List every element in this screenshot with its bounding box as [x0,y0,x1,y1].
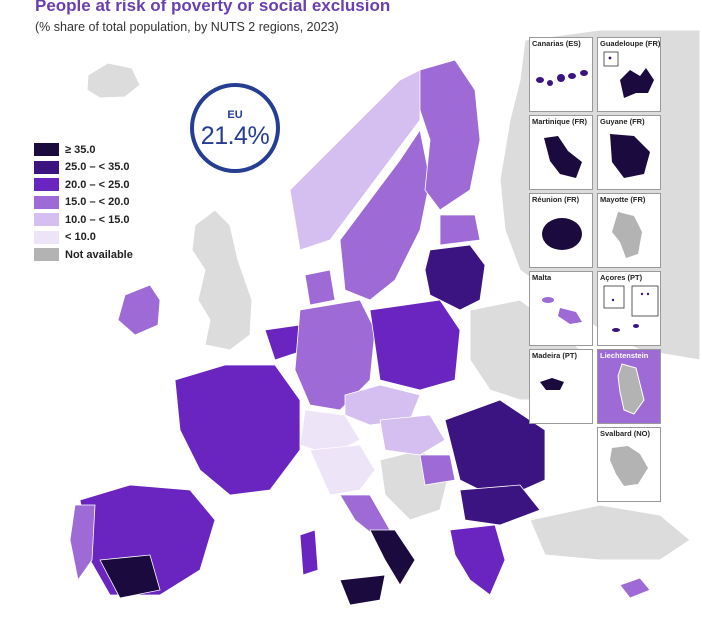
turkey-region [529,504,691,561]
inset-madeira: Madeira (PT) [529,349,593,424]
inset-label: Canarias (ES) [532,39,581,48]
inset-liechtenstein: Liechtenstein [597,349,661,424]
inset-label: Malta [532,273,552,282]
inset-label: Açores (PT) [600,273,643,282]
liechtenstein-map-icon [617,363,645,415]
svalbard-map-icon [610,446,648,486]
legend-swatch [34,213,59,227]
inset-label: Madeira (PT) [532,351,578,360]
legend-label: ≥ 35.0 [65,143,96,156]
inset-canarias: Canarias (ES) [529,37,593,112]
inset-label: Svalbard (NO) [600,429,651,438]
denmark-region [304,269,336,306]
legend-item: 10.0 – < 15.0 [34,211,133,229]
legend-swatch [34,230,59,244]
inset-label: Mayotte (FR) [600,195,646,204]
sweden-region [339,128,431,301]
legend-label: 10.0 – < 15.0 [65,213,130,226]
acores-map-icon [603,285,659,332]
portugal-region [69,504,96,581]
ireland-region [117,284,161,336]
legend-label: < 10.0 [65,231,96,244]
baltics-region [424,244,486,311]
inset-label: Guyane (FR) [600,117,645,126]
legend-label: 25.0 – < 35.0 [65,161,130,174]
eu-value: 21.4% [200,122,270,150]
legend-swatch [34,178,59,192]
inset-label: Réunion (FR) [532,195,580,204]
greece-region [449,524,506,596]
cyprus-region [619,577,651,599]
sicily-region [339,574,386,606]
poland-region [369,299,461,391]
andalucia-region [99,554,161,599]
estonia-region [439,214,481,246]
norway-region [289,69,421,251]
inset-svalbard: Svalbard (NO) [597,427,661,502]
eu-average-badge: EU 21.4% [190,83,280,173]
legend-item: 20.0 – < 25.0 [34,176,133,194]
inset-label: Liechtenstein [600,351,649,360]
eu-label: EU [227,109,243,121]
north-italy-region [309,444,376,496]
inset-guadeloupe: Guadeloupe (FR) [597,37,661,112]
inset-label: Martinique (FR) [532,117,587,126]
inset-mayotte: Mayotte (FR) [597,193,661,268]
map-title: People at risk of poverty or social excl… [35,0,391,15]
bulgaria-region [459,484,541,526]
madeira-map-icon [540,378,564,390]
map-subtitle: (% share of total population, by NUTS 2 … [35,20,339,34]
reunion-map-icon [542,218,582,250]
romania-region [444,399,546,501]
legend-swatch [34,160,59,174]
legend-item: 25.0 – < 35.0 [34,159,133,177]
martinique-map-icon [544,136,582,178]
inset-martinique: Martinique (FR) [529,115,593,190]
legend-label: 15.0 – < 20.0 [65,196,130,209]
legend-swatch [34,195,59,209]
sardinia-region [299,529,319,576]
guyane-map-icon [610,134,650,178]
map-legend: ≥ 35.0 25.0 – < 35.0 20.0 – < 25.0 15.0 – <… [34,141,133,264]
legend-item: < 10.0 [34,229,133,247]
legend-swatch [34,143,59,157]
legend-swatch [34,248,59,262]
guadeloupe-map-icon [603,51,654,98]
malta-map-icon [542,297,582,324]
hungary-region [379,414,446,456]
legend-item: ≥ 35.0 [34,141,133,159]
legend-item: Not available [34,246,133,264]
france-region [174,364,301,496]
mayotte-map-icon [612,212,642,258]
inset-guyane: Guyane (FR) [597,115,661,190]
legend-label: Not available [65,248,133,261]
iceland-region [86,62,141,99]
south-italy-region [369,529,416,586]
inset-acores: Açores (PT) [597,271,661,346]
inset-malta: Malta [529,271,593,346]
canarias-map-icon [536,70,588,86]
inset-reunion: Réunion (FR) [529,193,593,268]
great-britain-region [191,209,253,351]
croatia-region [419,454,456,486]
legend-item: 15.0 – < 20.0 [34,194,133,212]
inset-label: Guadeloupe (FR) [600,39,661,48]
finland-region [419,59,481,211]
legend-label: 20.0 – < 25.0 [65,178,130,191]
